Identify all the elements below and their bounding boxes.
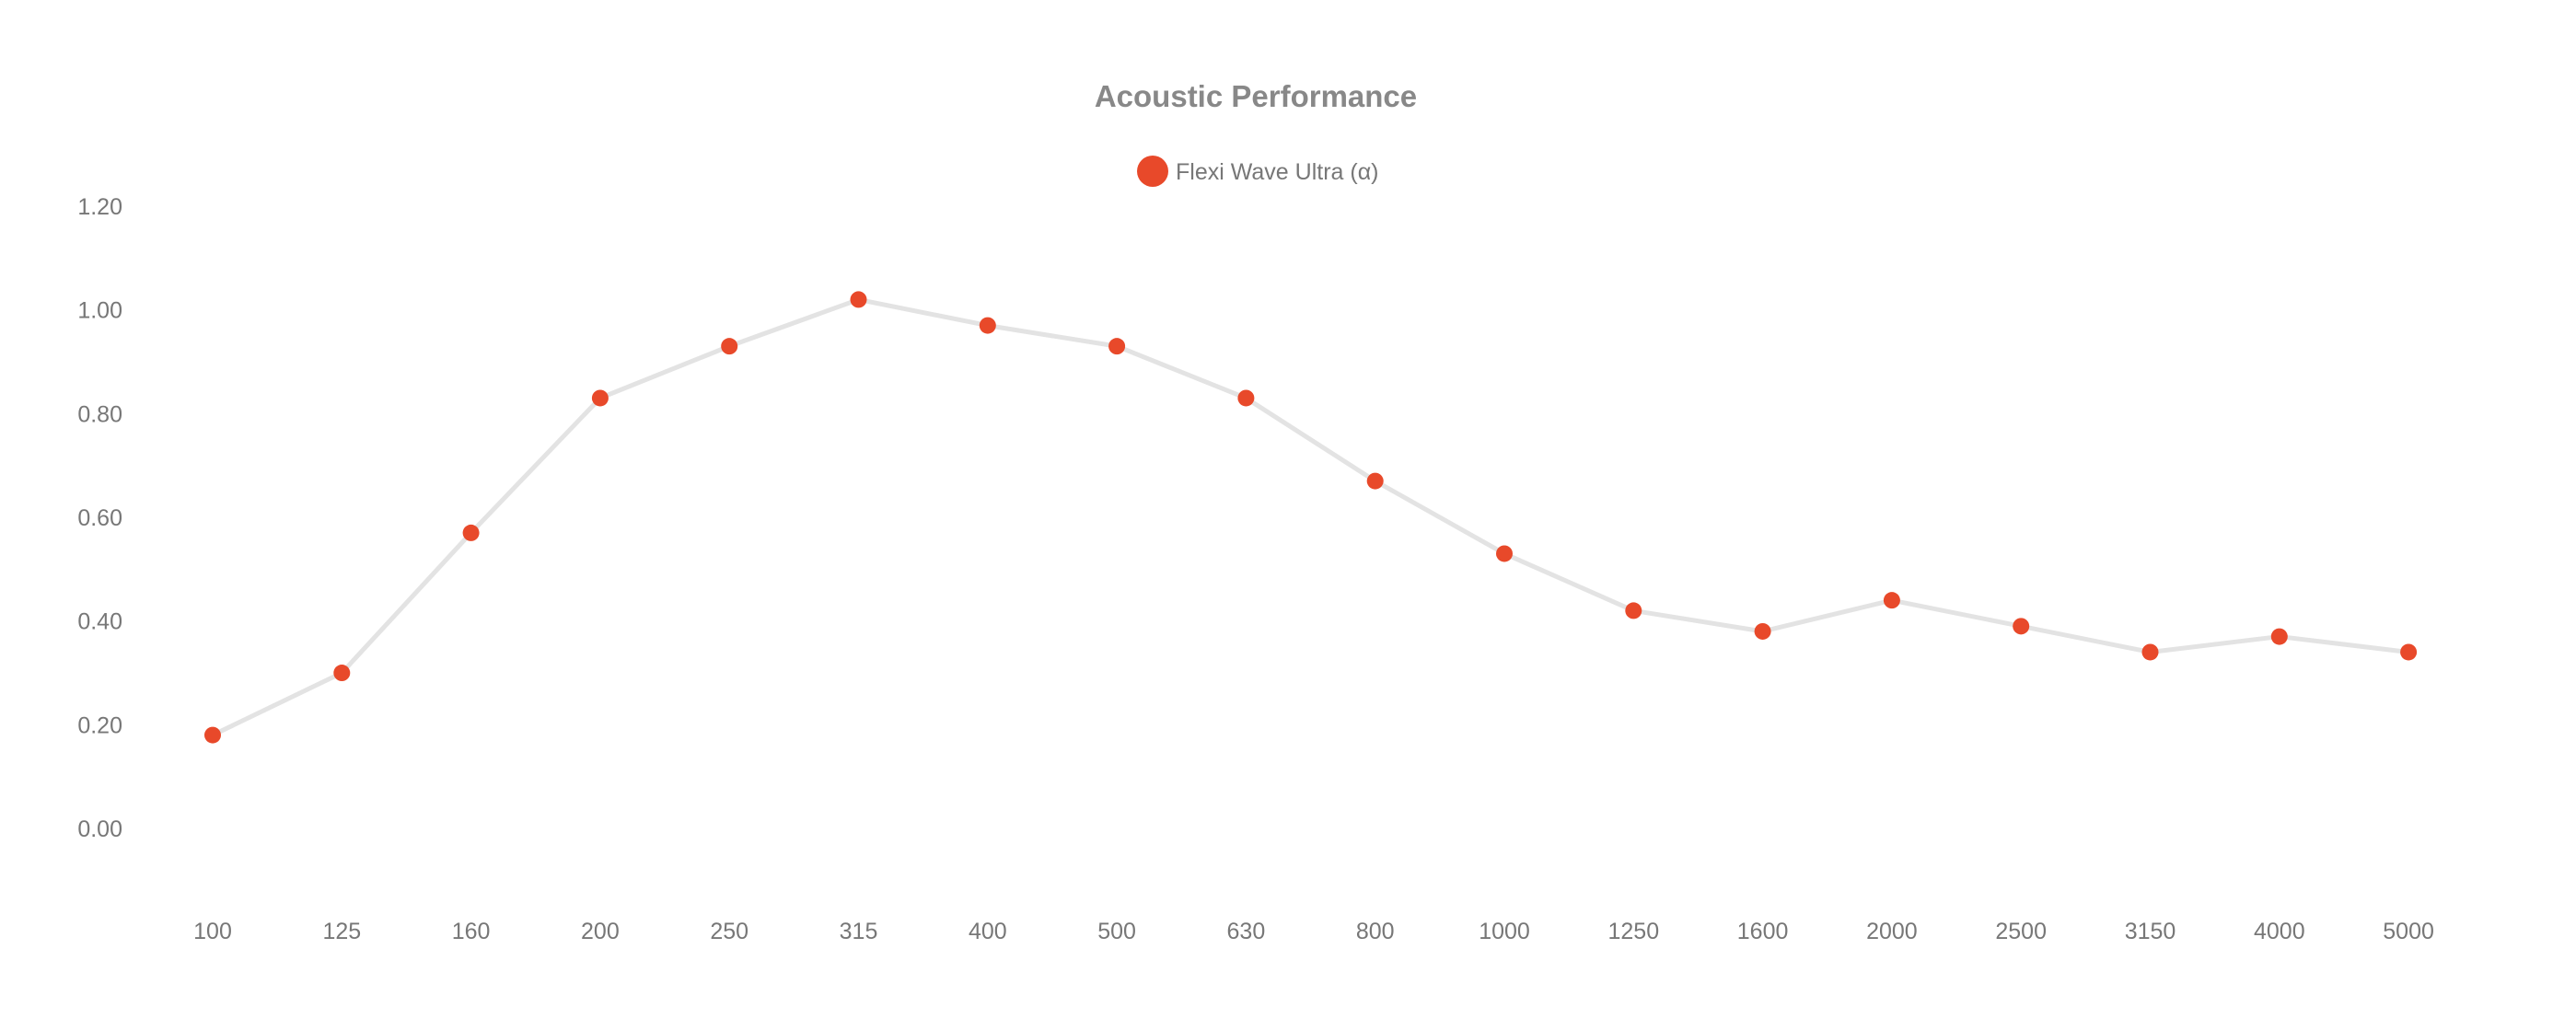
y-tick-label: 0.60 (77, 505, 122, 531)
y-tick-label: 0.80 (77, 401, 122, 427)
data-point[interactable] (1625, 602, 1642, 619)
x-tick-label: 250 (710, 919, 748, 944)
x-tick-label: 200 (581, 919, 620, 944)
x-tick-label: 100 (193, 919, 232, 944)
y-tick-label: 1.20 (77, 194, 122, 220)
data-point[interactable] (1496, 545, 1513, 562)
y-axis: 0.00 0.20 0.40 0.60 0.80 1.00 1.20 (77, 194, 122, 842)
chart-legend[interactable]: Flexi Wave Ultra (α) (1137, 156, 1378, 187)
y-tick-label: 0.20 (77, 712, 122, 738)
x-tick-label: 500 (1097, 919, 1136, 944)
chart-title: Acoustic Performance (1095, 79, 1417, 113)
data-point[interactable] (333, 665, 351, 682)
legend-label: Flexi Wave Ultra (α) (1176, 159, 1378, 185)
x-tick-label: 5000 (2383, 919, 2434, 944)
y-tick-label: 0.40 (77, 609, 122, 635)
y-tick-label: 0.00 (77, 816, 122, 842)
x-tick-label: 315 (840, 919, 878, 944)
x-tick-label: 400 (969, 919, 1007, 944)
data-point[interactable] (850, 291, 867, 308)
x-tick-label: 630 (1227, 919, 1266, 944)
x-tick-label: 4000 (2254, 919, 2305, 944)
series-line (211, 296, 2409, 737)
x-tick-label: 2500 (1995, 919, 2047, 944)
data-point[interactable] (591, 389, 609, 407)
y-tick-label: 1.00 (77, 298, 122, 324)
x-tick-label: 160 (452, 919, 491, 944)
data-point[interactable] (979, 317, 996, 334)
data-point[interactable] (1108, 338, 1126, 355)
legend-marker-icon (1137, 156, 1168, 187)
x-axis: 100 125 160 200 250 315 400 500 630 800 1000 1250 16… (193, 919, 2434, 944)
data-point[interactable] (2141, 643, 2159, 661)
data-point[interactable] (1237, 389, 1255, 407)
x-tick-label: 800 (1356, 919, 1395, 944)
x-tick-label: 1600 (1737, 919, 1789, 944)
data-point[interactable] (1883, 592, 1900, 609)
data-point[interactable] (721, 338, 738, 355)
data-point[interactable] (2400, 643, 2418, 661)
data-point[interactable] (1366, 472, 1384, 490)
data-point[interactable] (1754, 622, 1771, 640)
data-point[interactable] (462, 524, 480, 541)
x-tick-label: 3150 (2125, 919, 2176, 944)
data-point[interactable] (2270, 628, 2288, 645)
series-layer (204, 291, 2418, 744)
x-tick-label: 125 (322, 919, 361, 944)
data-point[interactable] (2013, 618, 2030, 635)
x-tick-label: 2000 (1866, 919, 1918, 944)
x-tick-label: 1000 (1479, 919, 1530, 944)
x-tick-label: 1250 (1607, 919, 1659, 944)
data-point[interactable] (204, 726, 221, 744)
